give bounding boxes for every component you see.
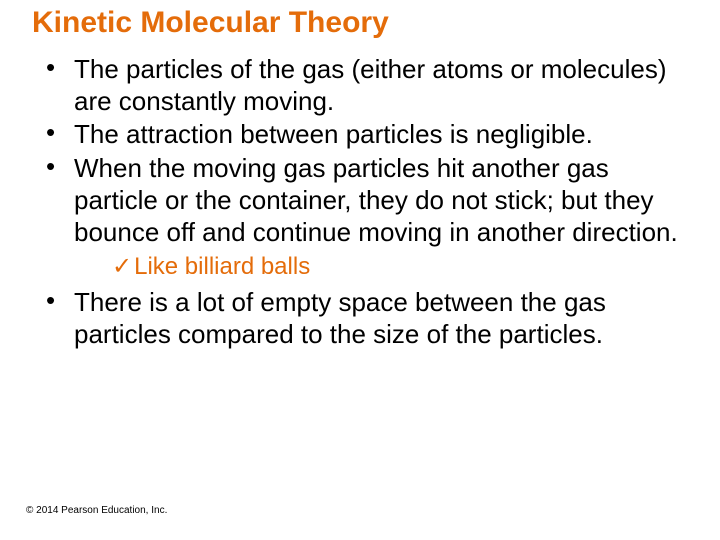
bullet-list: The particles of the gas (either atoms o… bbox=[40, 54, 680, 351]
bullet-item: The particles of the gas (either atoms o… bbox=[40, 54, 680, 117]
sub-bullet-text: Like billiard balls bbox=[134, 253, 310, 280]
slide: Kinetic Molecular Theory The particles o… bbox=[0, 0, 720, 540]
bullet-text: The attraction between particles is negl… bbox=[74, 119, 593, 149]
bullet-text: When the moving gas particles hit anothe… bbox=[74, 153, 678, 246]
bullet-text: There is a lot of empty space between th… bbox=[74, 287, 606, 349]
bullet-item: There is a lot of empty space between th… bbox=[40, 287, 680, 350]
checkmark-icon: ✓ bbox=[112, 252, 132, 281]
bullet-item: When the moving gas particles hit anothe… bbox=[40, 153, 680, 281]
bullet-text: The particles of the gas (either atoms o… bbox=[74, 54, 666, 116]
bullet-item: The attraction between particles is negl… bbox=[40, 119, 680, 151]
slide-title: Kinetic Molecular Theory bbox=[32, 6, 389, 40]
sub-bullet: ✓Like billiard balls bbox=[74, 252, 680, 281]
slide-body: The particles of the gas (either atoms o… bbox=[40, 54, 680, 353]
copyright-footer: © 2014 Pearson Education, Inc. bbox=[26, 505, 167, 516]
